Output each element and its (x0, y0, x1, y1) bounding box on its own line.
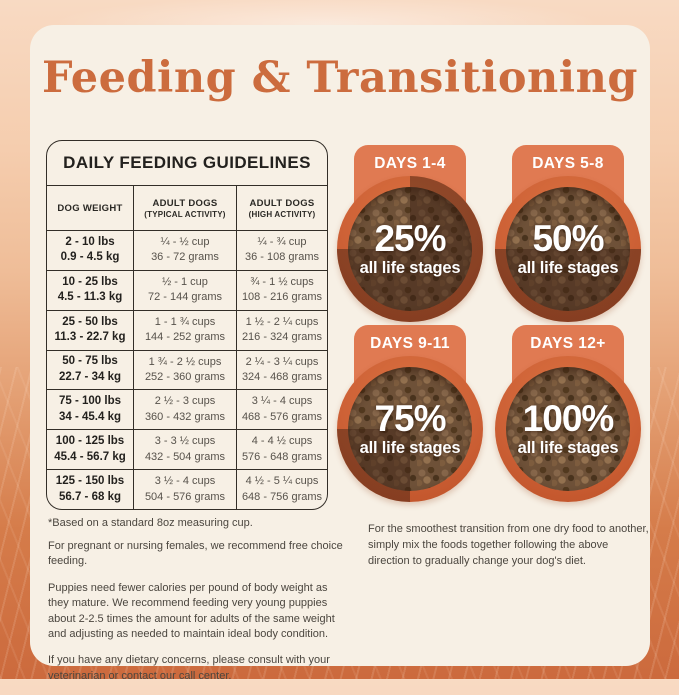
infographic-card: Feeding & Transitioning DAILY FEEDING GU… (30, 25, 650, 682)
kibble-bowl: 75% all life stages (337, 356, 483, 502)
bowl-caption: 75% all life stages (337, 356, 483, 502)
mix-ratio-overlay (337, 356, 483, 502)
feeding-guidelines-table: DAILY FEEDING GUIDELINES DOG WEIGHT ADUL… (46, 140, 328, 510)
transition-step-days-9-11: DAYS 9-11 75% all life stages (337, 325, 483, 502)
table-header-row: DOG WEIGHT ADULT DOGS (TYPICAL ACTIVITY)… (47, 186, 327, 231)
note-puppies: Puppies need fewer calories per pound of… (48, 581, 335, 640)
column-header-typical-activity: ADULT DOGS (TYPICAL ACTIVITY) (134, 186, 237, 230)
table-row: 10 - 25 lbs 4.5 - 11.3 kg ½ - 1 cup 72 - 1… (47, 270, 327, 311)
mix-percent: 50% (532, 218, 604, 259)
page-title: Feeding & Transitioning (42, 53, 638, 103)
column-header-dog-weight: DOG WEIGHT (47, 186, 134, 230)
mix-ratio-overlay (337, 176, 483, 322)
kibble-bowl: 50% all life stages (495, 176, 641, 322)
kibble-texture (506, 187, 630, 311)
column-header-high-activity: ADULT DOGS (HIGH ACTIVITY) (248, 197, 316, 219)
kibble-bowl: 100% all life stages (495, 356, 641, 502)
table-row: 125 - 150 lbs 56.7 - 68 kg 3 ½ - 4 cups 50… (47, 470, 327, 510)
life-stage-label: all life stages (359, 259, 461, 277)
note-pregnant: For pregnant or nursing females, we reco… (48, 540, 343, 568)
note-dietary: If you have any dietary concerns, please… (48, 654, 330, 682)
bowl-caption: 50% all life stages (495, 176, 641, 322)
life-stage-label: all life stages (517, 259, 619, 277)
mix-ratio-overlay (495, 176, 641, 322)
bowl-caption: 100% all life stages (495, 356, 641, 502)
transition-note: For the smoothest transition from one dr… (368, 523, 649, 567)
transition-step-days-1-4: DAYS 1-4 25% all life stages (337, 145, 483, 322)
kibble-texture (348, 187, 472, 311)
life-stage-label: all life stages (359, 439, 461, 457)
table-row: 50 - 75 lbs 22.7 - 34 kg 1 ¾ - 2 ½ cups 25… (47, 350, 327, 391)
table-row: 25 - 50 lbs 11.3 - 22.7 kg 1 - 1 ¾ cups 14… (47, 310, 327, 351)
transition-step-days-5-8: DAYS 5-8 50% all life stages (495, 145, 641, 322)
kibble-texture (506, 367, 630, 491)
transition-step-days-12-plus: DAYS 12+ 100% all life stages (495, 325, 641, 502)
table-title: DAILY FEEDING GUIDELINES (47, 141, 327, 186)
table-footnote: *Based on a standard 8oz measuring cup. (48, 517, 253, 529)
table-row: 2 - 10 lbs 0.9 - 4.5 kg ¼ - ½ cup 36 - 72 … (47, 231, 327, 271)
kibble-texture (348, 367, 472, 491)
mix-percent: 100% (522, 398, 615, 439)
mix-percent: 25% (374, 218, 446, 259)
life-stage-label: all life stages (517, 439, 619, 457)
mix-percent: 75% (374, 398, 446, 439)
table-row: 100 - 125 lbs 45.4 - 56.7 kg 3 - 3 ½ cups… (47, 430, 327, 471)
bowl-caption: 25% all life stages (337, 176, 483, 322)
kibble-bowl: 25% all life stages (337, 176, 483, 322)
mix-ratio-overlay (495, 356, 641, 502)
feeding-notes: For pregnant or nursing females, we reco… (48, 539, 350, 695)
table-row: 75 - 100 lbs 34 - 45.4 kg 2 ½ - 3 cups 360… (47, 390, 327, 431)
